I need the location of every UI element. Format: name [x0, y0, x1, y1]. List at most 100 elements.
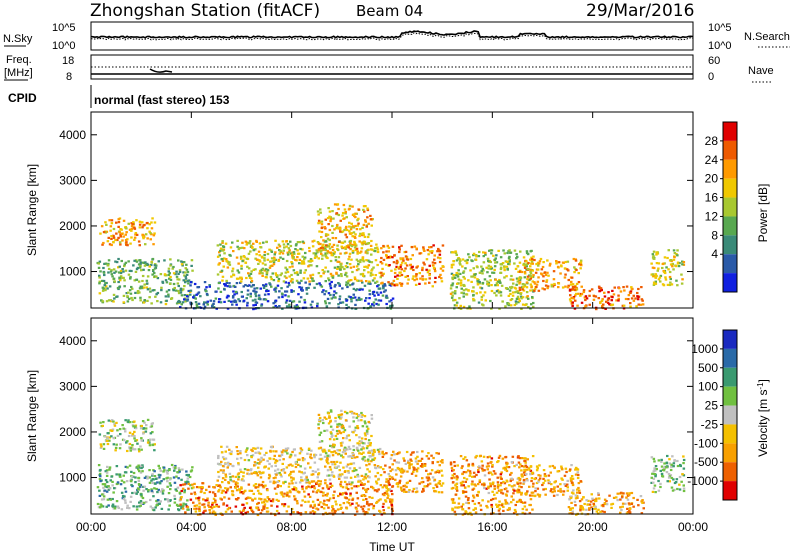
power-cell — [212, 302, 215, 305]
velocity-cell — [329, 425, 333, 428]
velocity-cell — [250, 456, 253, 459]
velocity-cell — [337, 465, 340, 468]
velocity-cell — [266, 489, 269, 492]
power-cell — [218, 262, 221, 265]
power-cell — [127, 260, 130, 263]
freq-unit: [MHz] — [4, 67, 33, 79]
velocity-cell — [294, 461, 297, 464]
power-cell — [544, 273, 548, 277]
velocity-cell — [226, 508, 230, 511]
power-cell — [326, 297, 330, 300]
power-cell — [496, 284, 499, 287]
velocity-cell — [155, 477, 158, 480]
power-cell — [455, 259, 459, 262]
power-cell — [415, 266, 418, 269]
velocity-cell — [432, 487, 435, 490]
power-cell — [224, 242, 228, 245]
power-cell — [331, 245, 334, 248]
power-cell — [532, 255, 535, 258]
power-cell — [179, 291, 183, 294]
velocity-cell — [321, 487, 325, 490]
power-cell — [369, 274, 373, 277]
power-cell — [108, 285, 112, 288]
velocity-cell — [176, 471, 179, 474]
power-cell — [263, 251, 267, 254]
power-cell — [573, 266, 576, 269]
power-cell — [538, 260, 542, 263]
power-cell — [232, 290, 235, 293]
velocity-cell — [346, 448, 349, 451]
power-cell — [270, 249, 273, 252]
power-cell — [535, 283, 539, 286]
velocity-cell — [521, 501, 525, 504]
power-cell — [431, 285, 434, 288]
velocity-cell — [335, 503, 338, 506]
velocity-cell — [385, 490, 388, 493]
power-cell — [153, 264, 157, 267]
power-cell — [678, 262, 681, 265]
power-cell — [361, 272, 365, 275]
power-cell — [428, 281, 431, 284]
power-colorbar-label: 20 — [705, 172, 719, 186]
velocity-cell — [660, 472, 664, 475]
power-cell — [146, 227, 149, 230]
power-cell — [335, 225, 339, 228]
power-cell — [468, 305, 471, 308]
power-cell — [482, 261, 486, 264]
power-cell — [119, 233, 122, 236]
power-cell — [676, 262, 680, 265]
power-cell — [270, 257, 274, 260]
power-cell — [611, 303, 615, 306]
velocity-cell — [430, 469, 434, 472]
velocity-cell — [348, 481, 351, 484]
velocity-cell — [150, 488, 153, 491]
velocity-cell — [296, 502, 299, 505]
power-cell — [572, 257, 576, 261]
nsky-panel: N.Sky 10^5 10^0 10^5 10^0 N.Search — [3, 21, 790, 52]
power-cell — [254, 257, 257, 260]
power-cell — [263, 298, 266, 301]
velocity-cell — [339, 461, 342, 464]
velocity-cell — [145, 500, 148, 504]
power-cell — [351, 270, 354, 274]
velocity-cell — [356, 473, 359, 476]
velocity-cell — [347, 498, 351, 501]
velocity-cell — [319, 431, 323, 434]
velocity-cell — [580, 498, 584, 501]
velocity-cell — [336, 432, 339, 435]
power-cell — [217, 281, 221, 285]
velocity-cell — [571, 483, 575, 487]
power-cell — [227, 262, 230, 265]
velocity-cell — [338, 477, 341, 480]
power-cell — [285, 290, 289, 293]
power-cell — [341, 214, 344, 217]
velocity-cell — [373, 457, 377, 460]
velocity-cell — [348, 455, 352, 458]
power-cell — [340, 245, 343, 248]
power-cell — [344, 247, 347, 250]
power-cell — [470, 275, 473, 278]
power-cell — [480, 287, 484, 290]
velocity-cell — [403, 484, 407, 487]
velocity-cell — [236, 457, 239, 460]
velocity-cell — [499, 484, 502, 487]
velocity-cell — [440, 469, 443, 472]
power-cell — [309, 259, 312, 262]
power-cell — [222, 265, 225, 268]
power-cell — [333, 296, 336, 299]
velocity-cell — [472, 508, 475, 511]
velocity-cell — [176, 504, 180, 507]
power-cell — [303, 258, 306, 261]
power-cell — [422, 248, 425, 251]
power-cell — [116, 295, 119, 298]
power-cell — [571, 304, 574, 307]
power-cell — [421, 266, 424, 269]
velocity-cell — [152, 495, 155, 498]
velocity-cell — [107, 485, 110, 488]
velocity-cell — [138, 501, 141, 504]
power-cell — [305, 287, 308, 290]
power-cell — [523, 265, 527, 268]
velocity-cell — [179, 503, 182, 506]
velocity-cell — [338, 469, 341, 472]
power-cell — [252, 304, 255, 307]
